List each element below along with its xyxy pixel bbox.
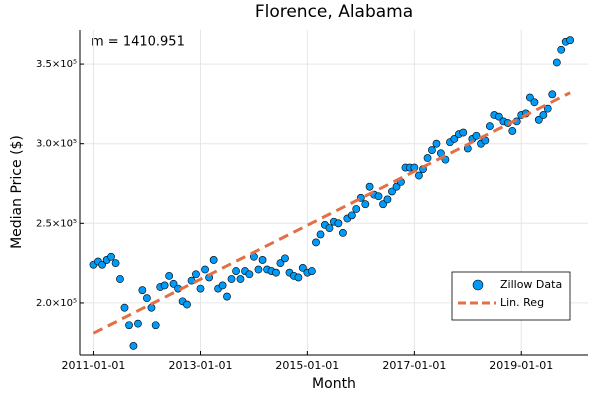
point — [415, 171, 423, 180]
point — [209, 256, 218, 264]
point — [138, 286, 147, 295]
point — [272, 268, 280, 277]
legend-label: Lin. Reg — [500, 296, 544, 309]
annotation: m = 1410.951 — [91, 35, 185, 50]
point — [298, 263, 307, 272]
point — [459, 128, 468, 137]
point — [125, 321, 133, 330]
point — [347, 211, 356, 220]
point — [534, 115, 543, 124]
point — [552, 58, 561, 67]
point — [486, 122, 494, 131]
point — [116, 275, 124, 283]
point — [312, 238, 320, 247]
point — [432, 139, 441, 148]
point — [134, 319, 142, 328]
x-tick-label: 2019-01-01 — [489, 359, 553, 372]
legend-box — [451, 271, 571, 321]
point — [543, 104, 552, 113]
point — [325, 224, 334, 232]
point — [120, 303, 129, 312]
grid — [80, 30, 588, 355]
point — [218, 281, 227, 290]
point — [450, 135, 459, 143]
point — [307, 267, 316, 275]
point — [165, 271, 174, 280]
point — [281, 254, 289, 263]
point — [494, 112, 503, 121]
point — [339, 228, 347, 237]
point — [365, 182, 374, 191]
legend-marker — [472, 279, 484, 291]
regression-line — [92, 91, 571, 335]
point — [566, 36, 575, 45]
chart-title: Florence, Alabama — [255, 2, 413, 22]
point — [539, 111, 548, 119]
y-tick-label: 2.5×10⁵ — [36, 218, 77, 229]
point — [557, 45, 566, 54]
point — [294, 273, 303, 282]
x-tick-label: 2017-01-01 — [382, 359, 446, 372]
x-axis-label: Month — [312, 376, 356, 392]
x-tick-label: 2011-01-01 — [61, 359, 125, 372]
point — [334, 219, 343, 228]
point — [143, 294, 151, 303]
legend-label: Zillow Data — [500, 278, 562, 291]
point — [392, 182, 401, 191]
point — [530, 98, 539, 107]
x-tick-label: 2015-01-01 — [275, 359, 339, 372]
point — [160, 281, 169, 290]
point — [98, 260, 107, 269]
point — [245, 270, 254, 279]
y-axis-label: Median Price ($) — [9, 135, 25, 249]
point — [151, 321, 160, 330]
point — [232, 267, 240, 275]
point — [423, 154, 432, 162]
point — [508, 127, 517, 135]
point — [379, 200, 387, 209]
point — [223, 292, 231, 301]
y-tick-label: 3.0×10⁵ — [36, 139, 77, 150]
point — [236, 275, 245, 283]
point — [525, 93, 534, 102]
point — [316, 230, 325, 239]
point — [196, 284, 205, 293]
y-tick-label: 3.5×10⁵ — [36, 59, 77, 70]
point — [227, 275, 236, 283]
point — [374, 192, 383, 201]
point — [129, 342, 138, 350]
point — [183, 300, 191, 309]
point — [548, 90, 557, 99]
point — [472, 131, 481, 140]
point — [276, 259, 285, 268]
point — [428, 146, 436, 154]
point — [107, 252, 115, 261]
point — [383, 195, 392, 204]
point — [388, 187, 396, 196]
point — [192, 270, 200, 279]
x-tick-label: 2013-01-01 — [169, 359, 233, 372]
point — [258, 256, 267, 264]
point — [201, 265, 209, 274]
point — [254, 265, 263, 274]
y-tick-label: 2.0×10⁵ — [36, 298, 77, 309]
point — [352, 205, 361, 213]
point — [169, 279, 178, 288]
point — [111, 259, 120, 268]
point — [361, 200, 370, 209]
